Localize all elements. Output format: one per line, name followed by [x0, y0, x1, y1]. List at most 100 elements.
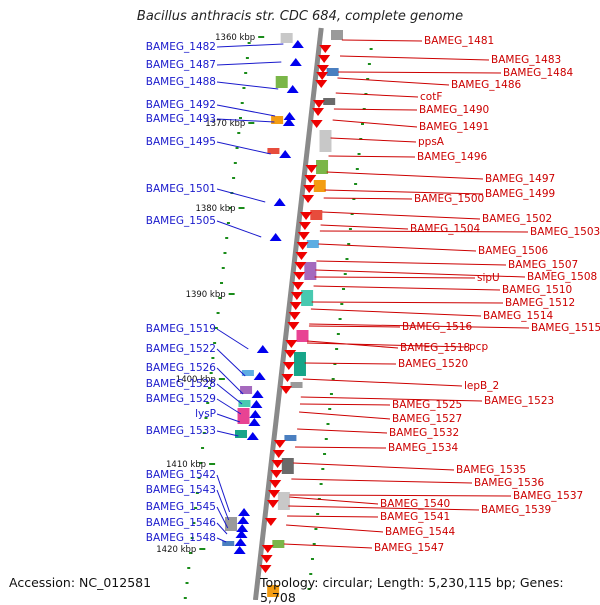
- right-gene-label: BAMEG_1516: [402, 321, 473, 333]
- reverse-gene-arrow: [282, 118, 295, 126]
- minor-tick-mark: [197, 477, 201, 479]
- left-gene-label: BAMEG_1492: [146, 99, 216, 111]
- minor-tick-mark: [335, 348, 339, 350]
- forward-gene-arrow: [284, 350, 297, 358]
- right-gene-label: BAMEG_1514: [483, 310, 554, 322]
- right-gene-label: BAMEG_1504: [410, 223, 481, 235]
- minor-tick-mark: [235, 147, 239, 149]
- minor-tick-mark: [242, 87, 246, 89]
- minor-tick-mark: [199, 462, 203, 464]
- forward-gene-arrow: [293, 272, 306, 280]
- right-gene-label: BAMEG_1496: [417, 151, 488, 163]
- reverse-gene-arrow: [235, 530, 248, 538]
- minor-tick-mark: [355, 168, 359, 170]
- minor-tick-mark: [213, 342, 217, 344]
- scale-tick-mark: [238, 207, 245, 209]
- right-gene-label: BAMEG_1506: [478, 245, 549, 257]
- right-gene-label: BAMEG_1539: [481, 504, 551, 516]
- forward-gene-arrow: [287, 322, 300, 330]
- left-leader-line: [216, 367, 244, 395]
- right-gene-label: BAMEG_1508: [527, 271, 597, 283]
- minor-tick-mark: [360, 123, 364, 125]
- forward-gene-arrow: [270, 470, 283, 478]
- genome-title: Bacillus anthracis str. CDC 684, complet…: [136, 9, 464, 24]
- forward-gene-arrow: [315, 80, 328, 88]
- forward-gene-arrow: [319, 45, 332, 53]
- right-leader-line: [311, 301, 504, 304]
- right-gene-label: BAMEG_1510: [502, 284, 572, 296]
- minor-tick-mark: [218, 297, 222, 299]
- gene-feature: [313, 180, 326, 192]
- forward-gene-arrow: [264, 518, 277, 526]
- forward-gene-arrow: [290, 292, 303, 300]
- right-gene-label: BAMEG_1503: [530, 226, 600, 238]
- minor-tick-mark: [310, 558, 314, 560]
- right-leader-line: [338, 71, 502, 74]
- left-leader-line: [216, 328, 249, 350]
- right-leader-line: [320, 224, 409, 230]
- right-leader-line: [315, 269, 526, 278]
- left-gene-label: BAMEG_1542: [146, 469, 216, 481]
- minor-tick-mark: [343, 273, 347, 275]
- right-gene-label: BAMEG_1527: [392, 413, 462, 425]
- forward-gene-arrow: [318, 55, 331, 63]
- gene-feature: [281, 458, 294, 474]
- right-leader-line: [328, 155, 416, 158]
- right-gene-label: BAMEG_1512: [505, 297, 575, 309]
- forward-gene-arrow: [268, 490, 281, 498]
- left-gene-label: BAMEG_1522: [146, 343, 216, 355]
- left-gene-label: BAMEG_1495: [146, 136, 216, 148]
- gene-feature: [331, 30, 343, 40]
- scale-tick-label: 1380 kbp: [195, 204, 235, 214]
- minor-tick-mark: [190, 537, 194, 539]
- forward-gene-arrow: [303, 185, 316, 193]
- gene-feature: [280, 33, 293, 43]
- right-leader-line: [332, 119, 418, 128]
- scale-tick-mark: [258, 36, 265, 38]
- right-leader-line: [295, 446, 387, 449]
- right-leader-line: [287, 515, 379, 518]
- minor-tick-mark: [201, 447, 205, 449]
- right-leader-line: [289, 496, 379, 505]
- gene-feature: [319, 130, 332, 152]
- forward-gene-arrow: [271, 460, 284, 468]
- right-leader-line: [283, 543, 373, 549]
- right-leader-line: [333, 108, 418, 111]
- gene-feature: [326, 68, 339, 76]
- minor-tick-mark: [352, 198, 356, 200]
- right-gene-label: BAMEG_1500: [414, 193, 484, 205]
- minor-tick-mark: [220, 282, 224, 284]
- forward-gene-arrow: [280, 386, 293, 394]
- right-gene-label: BAMEG_1483: [491, 54, 561, 66]
- left-gene-label: lysP: [195, 408, 216, 420]
- scale-tick-label: 1400 kbp: [176, 375, 216, 385]
- right-gene-label: cotF: [420, 91, 442, 103]
- gene-feature: [304, 262, 317, 280]
- minor-tick-mark: [185, 582, 189, 584]
- minor-tick-mark: [225, 237, 229, 239]
- right-leader-line: [339, 55, 490, 61]
- minor-tick-mark: [350, 213, 354, 215]
- left-leader-line: [216, 506, 229, 529]
- left-gene-label: BAMEG_1526: [146, 362, 217, 374]
- minor-tick-mark: [187, 567, 191, 569]
- minor-tick-mark: [323, 453, 327, 455]
- right-leader-line: [341, 39, 423, 42]
- forward-gene-arrow: [297, 232, 310, 240]
- right-leader-line: [319, 230, 529, 233]
- left-leader-line: [216, 398, 242, 415]
- minor-tick-mark: [309, 573, 313, 575]
- minor-tick-mark: [216, 312, 220, 314]
- reverse-gene-arrow: [236, 524, 249, 532]
- gene-feature: [275, 76, 288, 88]
- minor-tick-mark: [221, 267, 225, 269]
- scale-tick-mark: [209, 463, 216, 465]
- gene-feature: [277, 492, 290, 510]
- gene-feature: [235, 430, 247, 438]
- left-leader-line: [216, 430, 239, 437]
- reverse-gene-arrow: [250, 400, 263, 408]
- gene-feature: [238, 400, 251, 407]
- gene-feature: [323, 98, 336, 105]
- forward-gene-arrow: [294, 262, 307, 270]
- minor-tick-mark: [329, 393, 333, 395]
